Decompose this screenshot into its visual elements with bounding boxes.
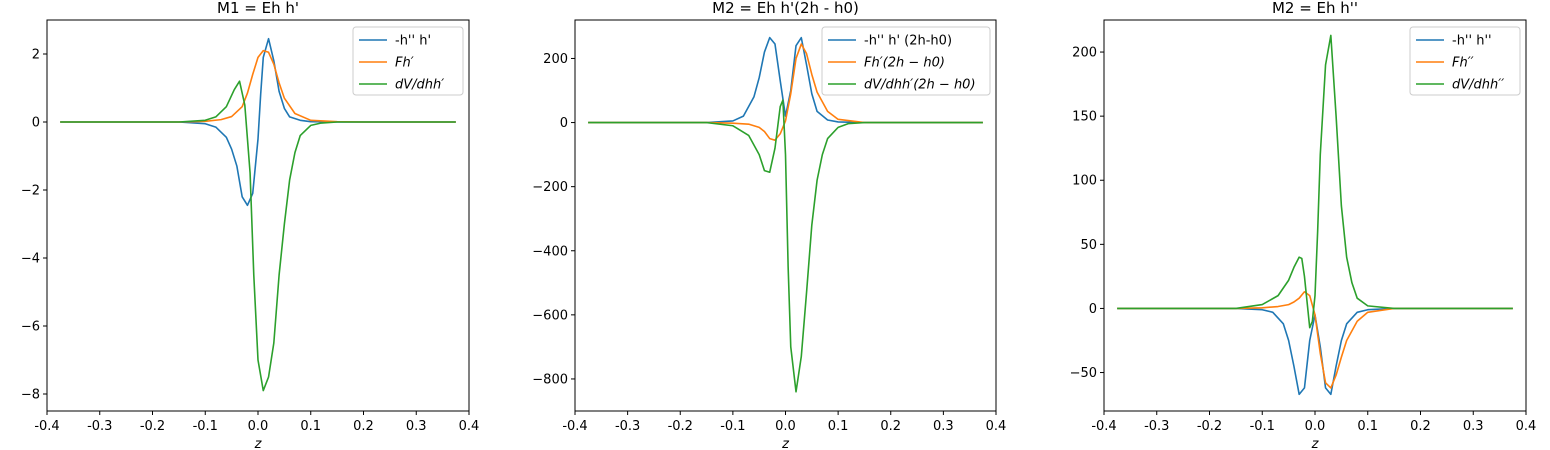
y-tick-label: −600 (532, 308, 568, 323)
x-tick-label: -0.3 (1144, 419, 1169, 434)
x-tick-label: 0.4 (459, 419, 480, 434)
y-tick-label: 150 (1072, 110, 1097, 125)
x-tick-label: 0.2 (1410, 419, 1431, 434)
series-group (1117, 34, 1513, 396)
x-tick-label: -0.1 (193, 419, 218, 434)
x-tick-label: 0.0 (775, 419, 796, 434)
y-tick-label: 200 (543, 52, 568, 67)
legend-box (1409, 26, 1521, 96)
x-tick-label: -0.4 (1091, 419, 1116, 434)
x-tick-label: 0.0 (248, 419, 269, 434)
x-tick-label: -0.1 (1250, 419, 1275, 434)
series-group (588, 36, 983, 393)
legend-entry: -h'' h' (395, 34, 431, 49)
x-tick-label: 0.2 (353, 419, 374, 434)
x-tick-label: -0.1 (720, 419, 745, 434)
chart-panel-m2-2h: M2 = Eh h'(2h - h0) -0.4 -0.3 -0.2 -0.1 0.0 0.… (532, 0, 1006, 450)
chart-panel-m1: M1 = Eh h' -0.4 -0.3 -0.2 -0.1 0.0 0.1 0.2 0.3 0.… (21, 0, 480, 450)
series-line-2 (588, 99, 983, 393)
legend-box (352, 26, 464, 96)
legend-entry: -h'' h' (2h-h0) (864, 34, 952, 49)
x-tick-label: -0.3 (87, 419, 112, 434)
y-tick-label: 2 (32, 48, 40, 63)
series-line-0 (1117, 307, 1513, 396)
y-tick-label: 200 (1072, 46, 1097, 61)
series-line-0 (60, 37, 456, 207)
x-tick-label: 0.1 (1357, 419, 1378, 434)
y-tick-label: 0 (32, 116, 40, 131)
y-tick-label: −200 (532, 180, 568, 195)
x-tick-label: 0.3 (406, 419, 427, 434)
chart-title: M1 = Eh h' (217, 0, 299, 17)
series-line-0 (588, 36, 983, 124)
series-line-1 (60, 49, 456, 123)
x-tick-label: 0.3 (1463, 419, 1484, 434)
x-axis-label: z (1311, 437, 1320, 450)
legend-entry: dV/dhh′(2h − h0) (864, 78, 976, 93)
legend: -h'' h' Fh′ dV/dhh′ (352, 26, 464, 96)
legend-entry: dV/dhh′ (395, 78, 444, 93)
legend-entry: Fh′(2h − h0) (864, 56, 945, 71)
x-tick-label: -0.2 (1197, 419, 1222, 434)
legend-entry: -h'' h'' (1452, 34, 1492, 49)
y-tick-label: −6 (21, 320, 40, 335)
x-tick-label: 0.4 (986, 419, 1007, 434)
x-tick-label: -0.2 (140, 419, 165, 434)
y-tick-label: −800 (532, 372, 568, 387)
x-tick-label: -0.2 (668, 419, 693, 434)
x-axis-label: z (781, 437, 790, 450)
x-tick-label: 0.1 (828, 419, 849, 434)
legend-entry: Fh′ (395, 56, 414, 71)
chart-title: M2 = Eh h'' (1272, 0, 1358, 17)
x-tick-label: 0.3 (933, 419, 954, 434)
series-line-2 (1117, 34, 1513, 329)
series-line-2 (60, 80, 456, 392)
y-tick-label: −50 (1070, 366, 1097, 381)
chart-title: M2 = Eh h'(2h - h0) (712, 0, 859, 17)
x-axis-label: z (254, 437, 263, 450)
y-tick-label: 0 (560, 116, 568, 131)
y-tick-label: −400 (532, 244, 568, 259)
legend: -h'' h'' Fh′′ dV/dhh′′ (1409, 26, 1521, 96)
x-tick-label: -0.4 (562, 419, 587, 434)
legend: -h'' h' (2h-h0) Fh′(2h − h0) dV/dhh′(2h − … (821, 26, 991, 96)
y-tick-label: 0 (1089, 302, 1097, 317)
series-group (60, 37, 456, 392)
legend-entry: Fh′′ (1452, 56, 1474, 71)
x-tick-label: -0.3 (615, 419, 640, 434)
y-tick-label: −2 (21, 184, 40, 199)
series-line-1 (1117, 290, 1513, 389)
chart-panel-m2-hpp: M2 = Eh h'' -0.4 -0.3 -0.2 -0.1 0.0 0.1 0.2 0.3 0… (1070, 0, 1537, 450)
y-tick-label: −8 (21, 388, 40, 403)
x-tick-label: 0.1 (300, 419, 321, 434)
x-tick-label: 0.4 (1516, 419, 1537, 434)
x-tick-label: -0.4 (34, 419, 59, 434)
y-tick-label: 100 (1072, 174, 1097, 189)
legend-box (821, 26, 991, 96)
legend-entry: dV/dhh′′ (1452, 78, 1504, 93)
x-tick-label: 0.2 (880, 419, 901, 434)
series-line-1 (588, 43, 983, 141)
y-tick-label: −4 (21, 252, 40, 267)
x-tick-label: 0.0 (1305, 419, 1326, 434)
y-tick-label: 50 (1080, 238, 1097, 253)
